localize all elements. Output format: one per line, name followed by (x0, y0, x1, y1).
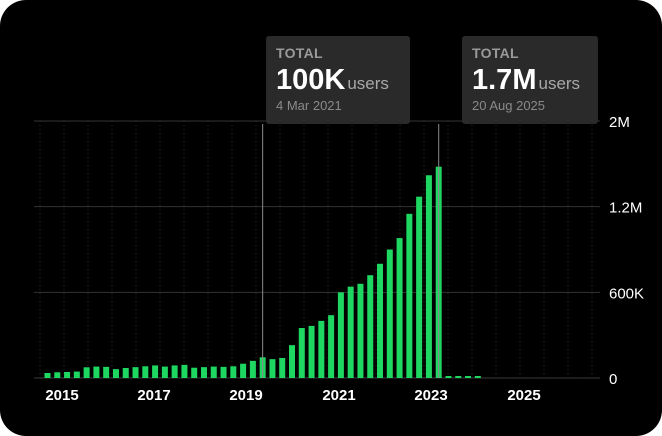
bar (318, 320, 325, 378)
bar (445, 376, 452, 378)
bar (328, 315, 335, 378)
bar (103, 366, 110, 378)
bar (298, 328, 305, 378)
y-tick-label: 0 (609, 371, 617, 388)
bar (337, 292, 344, 378)
tooltip-2021: TOTAL 100K users 4 Mar 2021 (266, 36, 410, 124)
bar (386, 249, 393, 378)
bar (112, 369, 119, 378)
bar (230, 366, 237, 378)
bar (269, 359, 276, 378)
bar (54, 372, 61, 378)
tooltip-date: 20 Aug 2025 (472, 98, 546, 113)
x-tick-label: 2025 (507, 387, 540, 404)
bar (279, 358, 286, 378)
bar (416, 196, 423, 378)
bar (367, 275, 374, 378)
tooltip-value: 1.7M (472, 64, 537, 96)
bar (465, 376, 472, 378)
bar (308, 325, 315, 378)
x-tick-label: 2023 (414, 387, 447, 404)
bar (161, 366, 168, 378)
bar (289, 345, 295, 378)
bar (474, 376, 481, 378)
bar (181, 364, 188, 378)
x-tick-label: 2021 (322, 387, 355, 404)
bar (425, 175, 432, 378)
bar (44, 373, 51, 378)
x-tick-label: 2017 (137, 387, 170, 404)
tooltip-label: TOTAL (472, 45, 519, 61)
y-tick-label: 600K (609, 285, 644, 302)
bar (132, 367, 139, 378)
bar (220, 366, 227, 378)
tooltip-value: 100K (276, 64, 346, 96)
tooltip-unit: users (347, 74, 389, 93)
bar (396, 238, 403, 378)
bar (249, 360, 256, 378)
bar (210, 366, 217, 378)
bar (377, 263, 384, 378)
x-tick-label: 2019 (229, 387, 262, 404)
bar (406, 213, 413, 378)
bar (142, 366, 149, 378)
tooltip-unit: users (538, 74, 581, 93)
bar (191, 367, 198, 378)
bar (73, 371, 80, 378)
bar (64, 372, 71, 378)
bar (200, 367, 207, 378)
tooltip-date: 4 Mar 2021 (276, 98, 342, 113)
bar (357, 283, 364, 378)
bar (122, 368, 129, 378)
bar (455, 376, 462, 378)
x-tick-label: 2015 (45, 387, 78, 404)
bar (83, 367, 90, 378)
tooltip-label: TOTAL (276, 45, 323, 61)
y-tick-label: 1.2M (609, 200, 642, 217)
bar (171, 365, 178, 378)
bar (93, 366, 100, 378)
bar (152, 365, 159, 378)
tooltip-2025: TOTAL 1.7M users 20 Aug 2025 (462, 36, 598, 124)
bar (347, 286, 354, 378)
bar (240, 363, 247, 378)
y-tick-label: 2M (609, 114, 630, 131)
